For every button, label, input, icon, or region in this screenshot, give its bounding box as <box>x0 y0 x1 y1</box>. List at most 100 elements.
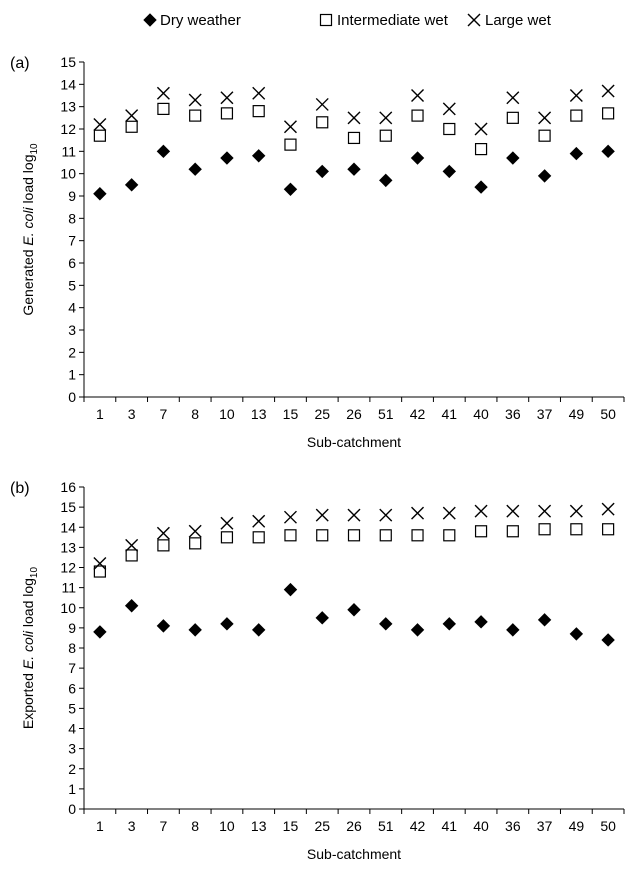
point-diamond-49-shape <box>569 146 584 161</box>
point-square-13 <box>252 531 265 544</box>
point-diamond-37 <box>537 169 552 183</box>
point-cross-25-stroke-2 <box>315 508 329 522</box>
point-square-8-shape <box>189 109 202 122</box>
x-axis-title: Sub-catchment <box>307 846 401 862</box>
y-tick-label: 3 <box>68 741 76 757</box>
point-diamond-25-shape <box>315 164 329 179</box>
y-tick-label: 10 <box>60 166 76 182</box>
point-diamond-50-shape <box>601 633 615 647</box>
y-tick-label: 6 <box>68 255 76 271</box>
point-square-15 <box>284 529 297 542</box>
legend-label: Large wet <box>485 12 552 29</box>
point-square-25 <box>316 116 329 129</box>
point-square-41 <box>443 529 456 542</box>
point-cross-50 <box>601 84 615 98</box>
point-cross-50 <box>601 502 615 516</box>
x-tick-label: 25 <box>314 406 330 422</box>
point-diamond-49 <box>569 627 584 641</box>
legend-marker-square <box>319 13 333 27</box>
x-tick-label: 26 <box>346 406 362 422</box>
point-diamond-8 <box>188 623 202 637</box>
point-diamond-51 <box>379 617 393 631</box>
point-cross-49-stroke-2 <box>569 504 583 518</box>
y-tick-label: 15 <box>60 54 76 70</box>
point-cross-10-stroke-2 <box>220 516 234 530</box>
y-axis-title-prefix: Exported <box>20 669 36 729</box>
point-square-10 <box>220 531 234 544</box>
point-cross-37 <box>538 111 552 125</box>
point-diamond-26-shape <box>347 603 361 617</box>
x-tick-label: 10 <box>219 406 235 422</box>
point-cross-8 <box>188 524 202 538</box>
point-cross-26-stroke-2 <box>347 111 361 125</box>
x-tick-label: 13 <box>251 406 267 422</box>
y-tick-label: 10 <box>60 600 76 616</box>
legend: Dry weather Intermediate wet Large wet <box>143 12 552 29</box>
panel-label: (a) <box>10 55 30 72</box>
point-square-50-shape <box>602 107 615 120</box>
y-tick-label: 1 <box>68 781 76 797</box>
point-square-37-shape <box>538 129 551 142</box>
y-tick-label: 13 <box>60 99 76 115</box>
point-cross-3-stroke-2 <box>125 109 139 123</box>
x-tick-label: 42 <box>410 406 426 422</box>
point-cross-3 <box>125 109 139 123</box>
x-tick-label: 3 <box>128 406 136 422</box>
point-square-40-shape <box>474 525 488 538</box>
point-diamond-13 <box>251 149 266 163</box>
point-square-50 <box>602 523 615 536</box>
point-cross-42-stroke-2 <box>411 506 425 520</box>
y-tick-label: 3 <box>68 322 76 338</box>
point-square-26-shape <box>347 529 361 542</box>
point-diamond-1-shape <box>93 625 107 639</box>
point-diamond-25 <box>315 164 329 179</box>
x-tick-label: 26 <box>346 818 362 834</box>
point-diamond-37-shape <box>537 169 552 183</box>
series-cross <box>93 84 615 136</box>
x-tick-label: 3 <box>128 818 136 834</box>
y-tick-label: 9 <box>68 620 76 636</box>
y-tick-label: 4 <box>68 300 76 316</box>
point-diamond-50 <box>601 144 615 159</box>
point-square-42-shape <box>411 109 424 122</box>
point-diamond-13 <box>251 623 266 637</box>
x-tick-label: 37 <box>537 406 553 422</box>
point-cross-49-stroke-2 <box>569 89 583 102</box>
y-tick-label: 12 <box>60 121 76 137</box>
point-diamond-41 <box>442 617 457 631</box>
point-cross-41 <box>442 506 456 520</box>
point-cross-25 <box>315 97 329 111</box>
y-tick-label: 12 <box>60 560 76 576</box>
y-axis-title: Exported E. coli load log10 <box>20 567 40 730</box>
point-diamond-49-shape <box>569 627 584 641</box>
point-cross-1 <box>93 118 107 132</box>
point-diamond-1-shape <box>93 187 107 201</box>
point-square-7-shape <box>157 539 170 552</box>
point-cross-41-stroke-2 <box>442 506 456 520</box>
point-cross-26-stroke-2 <box>347 508 361 522</box>
point-diamond-3 <box>124 178 139 192</box>
y-tick-label: 11 <box>61 143 76 159</box>
point-cross-8-stroke-2 <box>188 524 202 538</box>
legend-item-1: Dry weather <box>143 12 241 29</box>
series-diamond <box>93 144 615 201</box>
y-tick-label: 4 <box>68 721 76 737</box>
series-diamond <box>93 582 615 647</box>
point-cross-40 <box>474 504 488 518</box>
point-diamond-15-shape <box>283 582 298 597</box>
point-diamond-3 <box>124 599 139 613</box>
point-square-37 <box>538 523 551 536</box>
x-tick-label: 36 <box>505 818 521 834</box>
point-cross-13-stroke-2 <box>252 514 266 528</box>
point-cross-36 <box>506 504 520 518</box>
y-tick-label: 11 <box>61 580 76 596</box>
x-axis-title: Sub-catchment <box>307 434 401 450</box>
point-square-50-shape <box>602 523 615 536</box>
point-diamond-51-shape <box>379 173 393 188</box>
y-axis-title-subscript: 10 <box>29 567 40 579</box>
y-tick-label: 8 <box>68 210 76 226</box>
point-cross-36-stroke-2 <box>506 504 520 518</box>
